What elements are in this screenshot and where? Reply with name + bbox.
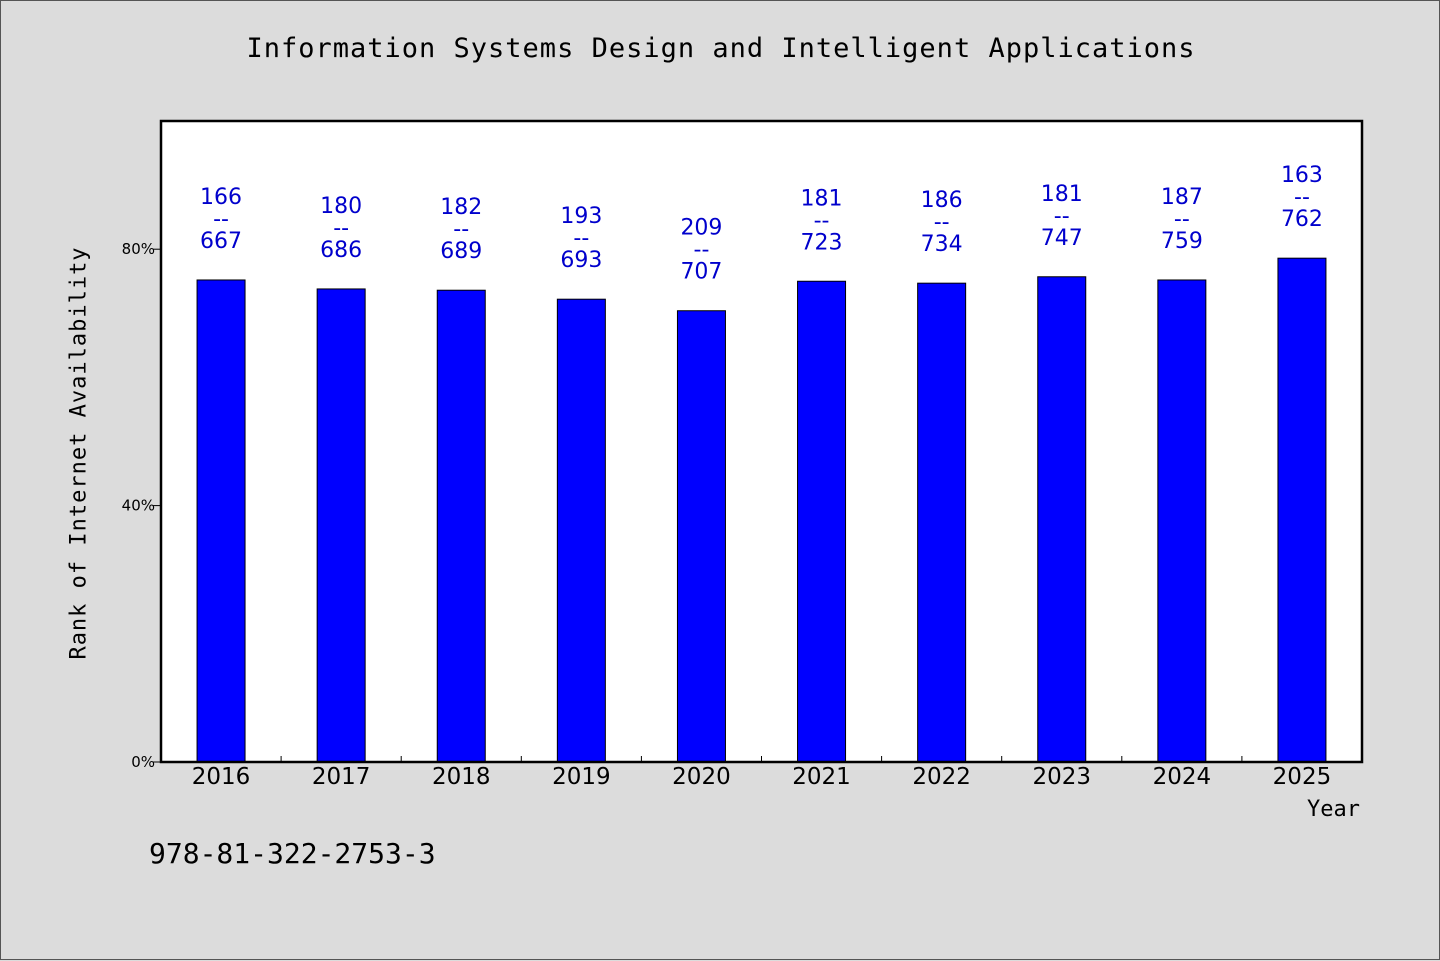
x-tick-label: 2022 bbox=[912, 764, 971, 790]
data-label: 762 bbox=[1281, 207, 1323, 232]
y-axis-label: Rank of Internet Availability bbox=[66, 246, 92, 660]
x-tick-label: 2025 bbox=[1273, 764, 1332, 790]
bar bbox=[917, 282, 967, 763]
data-label: -- bbox=[333, 216, 349, 241]
data-label: 209 bbox=[680, 216, 722, 241]
data-label: -- bbox=[934, 210, 950, 235]
data-label: 180 bbox=[320, 194, 362, 219]
data-label: 181 bbox=[801, 186, 843, 211]
bar bbox=[556, 298, 606, 763]
chart-title: Information Systems Design and Intellige… bbox=[246, 33, 1196, 64]
data-label: 734 bbox=[921, 232, 963, 257]
x-tick-label: 2023 bbox=[1032, 764, 1091, 790]
data-label: 689 bbox=[440, 239, 482, 264]
data-label: 707 bbox=[680, 260, 722, 285]
bar bbox=[196, 279, 246, 763]
data-label: -- bbox=[453, 217, 469, 242]
bar bbox=[1157, 279, 1207, 763]
x-tick-label: 2021 bbox=[792, 764, 851, 790]
data-label: 193 bbox=[560, 204, 602, 229]
data-label: 166 bbox=[200, 185, 242, 210]
bar bbox=[1277, 257, 1327, 763]
data-label: 186 bbox=[921, 188, 963, 213]
data-label: -- bbox=[694, 238, 710, 263]
bar bbox=[316, 288, 366, 763]
x-tick-label: 2017 bbox=[312, 764, 371, 790]
data-label: -- bbox=[814, 208, 830, 233]
x-tick-label: 2016 bbox=[192, 764, 251, 790]
bar bbox=[1037, 276, 1087, 763]
data-label: 693 bbox=[560, 248, 602, 273]
data-label: -- bbox=[1294, 185, 1310, 210]
x-tick-label: 2020 bbox=[672, 764, 731, 790]
x-axis-label: Year bbox=[1307, 797, 1360, 822]
data-label: 182 bbox=[440, 195, 482, 220]
data-label: 686 bbox=[320, 238, 362, 263]
data-label: 163 bbox=[1281, 163, 1323, 188]
data-label: 747 bbox=[1041, 226, 1083, 251]
isbn-text: 978-81-322-2753-3 bbox=[149, 837, 436, 870]
data-label: -- bbox=[1054, 204, 1070, 229]
data-label: -- bbox=[213, 207, 229, 232]
bar bbox=[436, 289, 486, 763]
data-label: 181 bbox=[1041, 182, 1083, 207]
y-tick-label: 80% bbox=[122, 240, 155, 258]
data-label: 723 bbox=[801, 230, 843, 255]
data-label: -- bbox=[1174, 207, 1190, 232]
data-label: -- bbox=[573, 226, 589, 251]
data-label: 759 bbox=[1161, 229, 1203, 254]
data-label: 667 bbox=[200, 229, 242, 254]
data-label: 187 bbox=[1161, 185, 1203, 210]
bar bbox=[676, 310, 726, 763]
x-tick-label: 2018 bbox=[432, 764, 491, 790]
x-tick-label: 2024 bbox=[1153, 764, 1212, 790]
y-tick-label: 40% bbox=[122, 497, 155, 515]
x-tick-label: 2019 bbox=[552, 764, 611, 790]
bar bbox=[797, 280, 847, 763]
plot-border bbox=[159, 119, 1364, 764]
y-tick-label: 0% bbox=[131, 753, 155, 771]
